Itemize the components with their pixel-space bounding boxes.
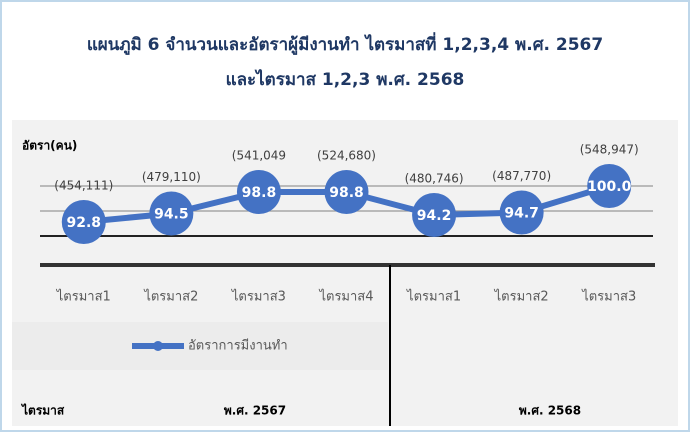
data-label: 92.8 xyxy=(67,215,102,231)
marker xyxy=(324,170,369,214)
annotation: (479,110) xyxy=(142,170,201,184)
data-label: 94.7 xyxy=(504,206,539,222)
marker xyxy=(499,190,544,235)
y-axis-label: อัตรา(คน) xyxy=(22,139,77,153)
x-tick-label: ไตรมาส4 xyxy=(318,289,373,305)
group-label: พ.ศ. 2567 xyxy=(224,404,286,418)
marker xyxy=(587,164,632,208)
data-label: 100.0 xyxy=(587,179,632,195)
marker xyxy=(149,191,194,236)
x-tick-label: ไตรมาส1 xyxy=(56,289,111,305)
legend-box xyxy=(12,322,388,370)
marker xyxy=(61,200,106,244)
annotation: (548,947) xyxy=(580,143,639,157)
legend-marker xyxy=(153,341,163,351)
annotation: (454,111) xyxy=(54,179,113,193)
x-tick-label: ไตรมาส3 xyxy=(581,289,636,305)
x-tick-label: ไตรมาส2 xyxy=(143,289,198,305)
annotation: (487,770) xyxy=(492,169,551,183)
group-label: พ.ศ. 2568 xyxy=(519,404,581,418)
data-label: 94.5 xyxy=(154,207,189,223)
data-label: 98.8 xyxy=(329,185,364,201)
annotation: (541,049 xyxy=(232,149,286,163)
x-tick-label: ไตรมาส2 xyxy=(494,289,549,305)
chart-title: แผนภูมิ 6 จำนวนและอัตราผู้มีงานทำ ไตรมาส… xyxy=(87,32,603,56)
annotation: (480,746) xyxy=(405,172,464,186)
chart-title: และไตรมาส 1,2,3 พ.ศ. 2568 xyxy=(226,69,465,90)
annotation: (524,680) xyxy=(317,149,376,163)
legend-label: อัตราการมีงานทำ xyxy=(188,338,288,354)
plot-area xyxy=(12,120,678,426)
data-label: 98.8 xyxy=(242,185,277,201)
marker xyxy=(412,193,457,237)
marker xyxy=(236,170,281,214)
group-header: ไตรมาส xyxy=(20,403,65,418)
x-tick-label: ไตรมาส1 xyxy=(406,289,461,305)
x-tick-label: ไตรมาส3 xyxy=(231,289,286,305)
data-label: 94.2 xyxy=(417,208,452,224)
